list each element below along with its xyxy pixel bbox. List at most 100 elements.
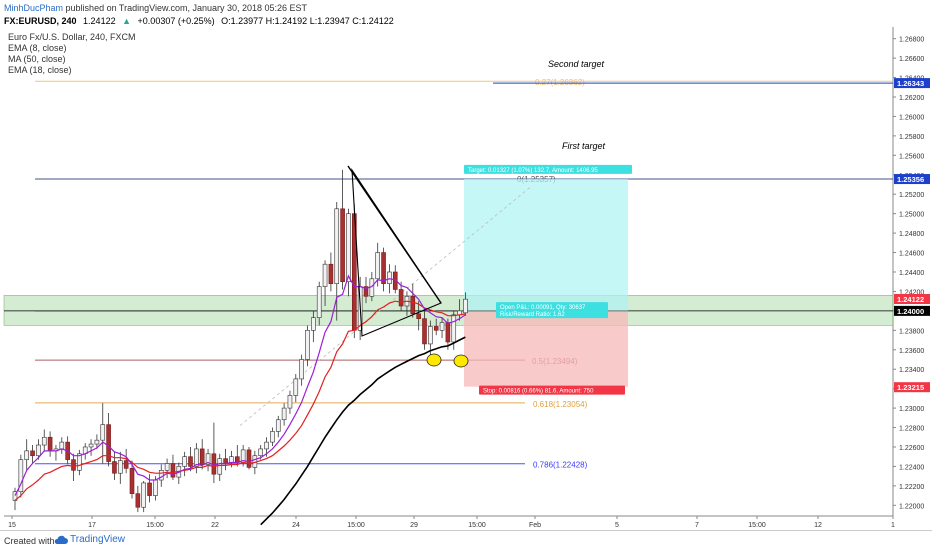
candle-body	[451, 314, 457, 343]
tradingview-logo[interactable]: TradingView	[54, 534, 125, 545]
change-arrow-icon: ▲	[122, 16, 132, 26]
y-tick-label: 1.25600	[899, 153, 924, 160]
candle-body	[398, 289, 404, 307]
price-tag	[894, 78, 930, 89]
price-tag-label: 1.26343	[897, 79, 924, 88]
candle-body	[47, 436, 53, 452]
candle-body	[229, 456, 234, 463]
stop-info-box	[479, 385, 625, 395]
candle-body	[299, 359, 304, 380]
last-price: 1.24122	[83, 16, 116, 26]
candle-body	[322, 263, 328, 287]
published-text: published on TradingView.com, January 30…	[65, 3, 308, 13]
support-zone	[3, 295, 894, 326]
candle-body	[311, 317, 316, 331]
x-tick-label: 24	[292, 522, 300, 529]
candle-body	[287, 395, 293, 409]
candle-body	[112, 461, 117, 474]
candle-body	[211, 453, 217, 475]
author-link[interactable]: MinhDucPham	[4, 3, 64, 13]
candle-body	[433, 326, 439, 331]
y-tick-label: 1.25200	[899, 192, 924, 199]
y-tick-label: 1.26000	[899, 114, 924, 121]
candle-body	[264, 441, 269, 450]
candle-body	[223, 458, 228, 463]
x-tick-label: 15:00	[468, 522, 486, 529]
x-tick-label: 15:00	[347, 522, 365, 529]
legend-item-ema18[interactable]: EMA (18, close)	[8, 65, 72, 75]
candle-body	[170, 463, 176, 478]
x-tick-label: 1	[891, 522, 895, 529]
cloud-icon	[54, 535, 68, 544]
fib-level-label: 0.618(1.23054)	[533, 400, 588, 409]
x-tick-label: 22	[211, 522, 219, 529]
ema18-line	[14, 300, 466, 501]
y-tick-label: 1.24800	[899, 231, 924, 238]
candle-body	[305, 330, 310, 360]
candle-body	[375, 252, 381, 280]
y-tick-label: 1.26800	[899, 37, 924, 44]
indicator-legend: Euro Fx/U.S. Dollar, 240, FXCM EMA (8, c…	[8, 32, 136, 76]
candle-body	[334, 208, 340, 284]
candle-body	[392, 271, 398, 290]
candle-body	[36, 444, 41, 457]
candle-body	[135, 493, 141, 508]
candle-body	[94, 439, 100, 445]
brand-name: TradingView	[70, 534, 126, 545]
quote-line: FX:EURUSD, 240 1.24122 ▲ +0.00307 (+0.25…	[4, 16, 398, 26]
price-tag-label: 1.24122	[897, 295, 924, 304]
candle-body	[59, 441, 65, 450]
stop-zone	[464, 310, 628, 387]
candle-body	[18, 459, 24, 492]
candle-body	[153, 479, 158, 496]
x-tick-label: 15:00	[146, 522, 164, 529]
candle-body	[328, 263, 334, 284]
symbol-label: FX:EURUSD, 240	[4, 16, 77, 26]
legend-item-ema8[interactable]: EMA (8, close)	[8, 43, 67, 53]
bounce-marker-2	[453, 354, 469, 368]
legend-item-ma50[interactable]: MA (50, close)	[8, 54, 66, 64]
legend-title: Euro Fx/U.S. Dollar, 240, FXCM	[8, 32, 136, 42]
x-tick-label: 17	[88, 522, 96, 529]
price-tag	[894, 305, 930, 316]
candle-body	[340, 208, 345, 283]
ma50-line	[260, 336, 466, 526]
publish-header: MinhDucPham published on TradingView.com…	[4, 3, 307, 13]
candle-body	[275, 419, 281, 432]
created-with-label: Created with	[4, 536, 55, 546]
change-value: +0.00307 (+0.25%)	[137, 16, 215, 26]
price-tag-label: 1.24000	[897, 307, 924, 316]
price-tag	[894, 294, 930, 305]
price-tag-label: 1.25356	[897, 175, 924, 184]
plot-area	[4, 27, 893, 516]
fib-level-label: 0.786(1.22428)	[533, 461, 588, 470]
candle-body	[439, 322, 445, 331]
target-info-text: Target: 0.01327 (1.07%) 132.7, Amount: 1…	[468, 168, 598, 174]
candle-body	[246, 449, 252, 468]
candle-body	[381, 252, 386, 284]
candle-body	[258, 448, 264, 457]
candle-body	[463, 298, 468, 314]
candle-body	[147, 482, 152, 496]
target-info-box	[464, 164, 632, 174]
x-tick-label: 29	[410, 522, 418, 529]
wedge-upper-trendline	[347, 165, 442, 304]
ohlc-values: O:1.23977 H:1.24192 L:1.23947 C:1.24122	[221, 16, 394, 26]
x-tick-label: 7	[695, 522, 699, 529]
candle-body	[12, 491, 18, 501]
candle-body	[41, 436, 47, 446]
candle-body	[77, 453, 82, 471]
y-tick-label: 1.24200	[899, 289, 924, 296]
y-tick-label: 1.24600	[899, 251, 924, 258]
y-tick-label: 1.23800	[899, 328, 924, 335]
y-tick-label: 1.23400	[899, 367, 924, 374]
x-tick-label: Feb	[529, 522, 541, 529]
candle-body	[217, 458, 223, 475]
y-tick-label: 1.24400	[899, 270, 924, 277]
candle-body	[24, 450, 30, 460]
candle-body	[199, 448, 205, 465]
y-tick-label: 1.23000	[899, 406, 924, 413]
candle-body	[100, 424, 106, 441]
price-tag-label: 1.23215	[897, 383, 924, 392]
